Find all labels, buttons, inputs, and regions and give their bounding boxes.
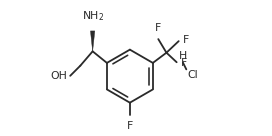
Text: F: F [180,58,187,68]
Polygon shape [91,31,95,51]
Text: Cl: Cl [187,70,198,81]
Text: F: F [127,121,133,131]
Text: H: H [179,51,187,61]
Text: NH$_2$: NH$_2$ [82,10,104,23]
Text: F: F [154,23,161,33]
Text: OH: OH [50,71,67,81]
Text: F: F [183,35,189,45]
